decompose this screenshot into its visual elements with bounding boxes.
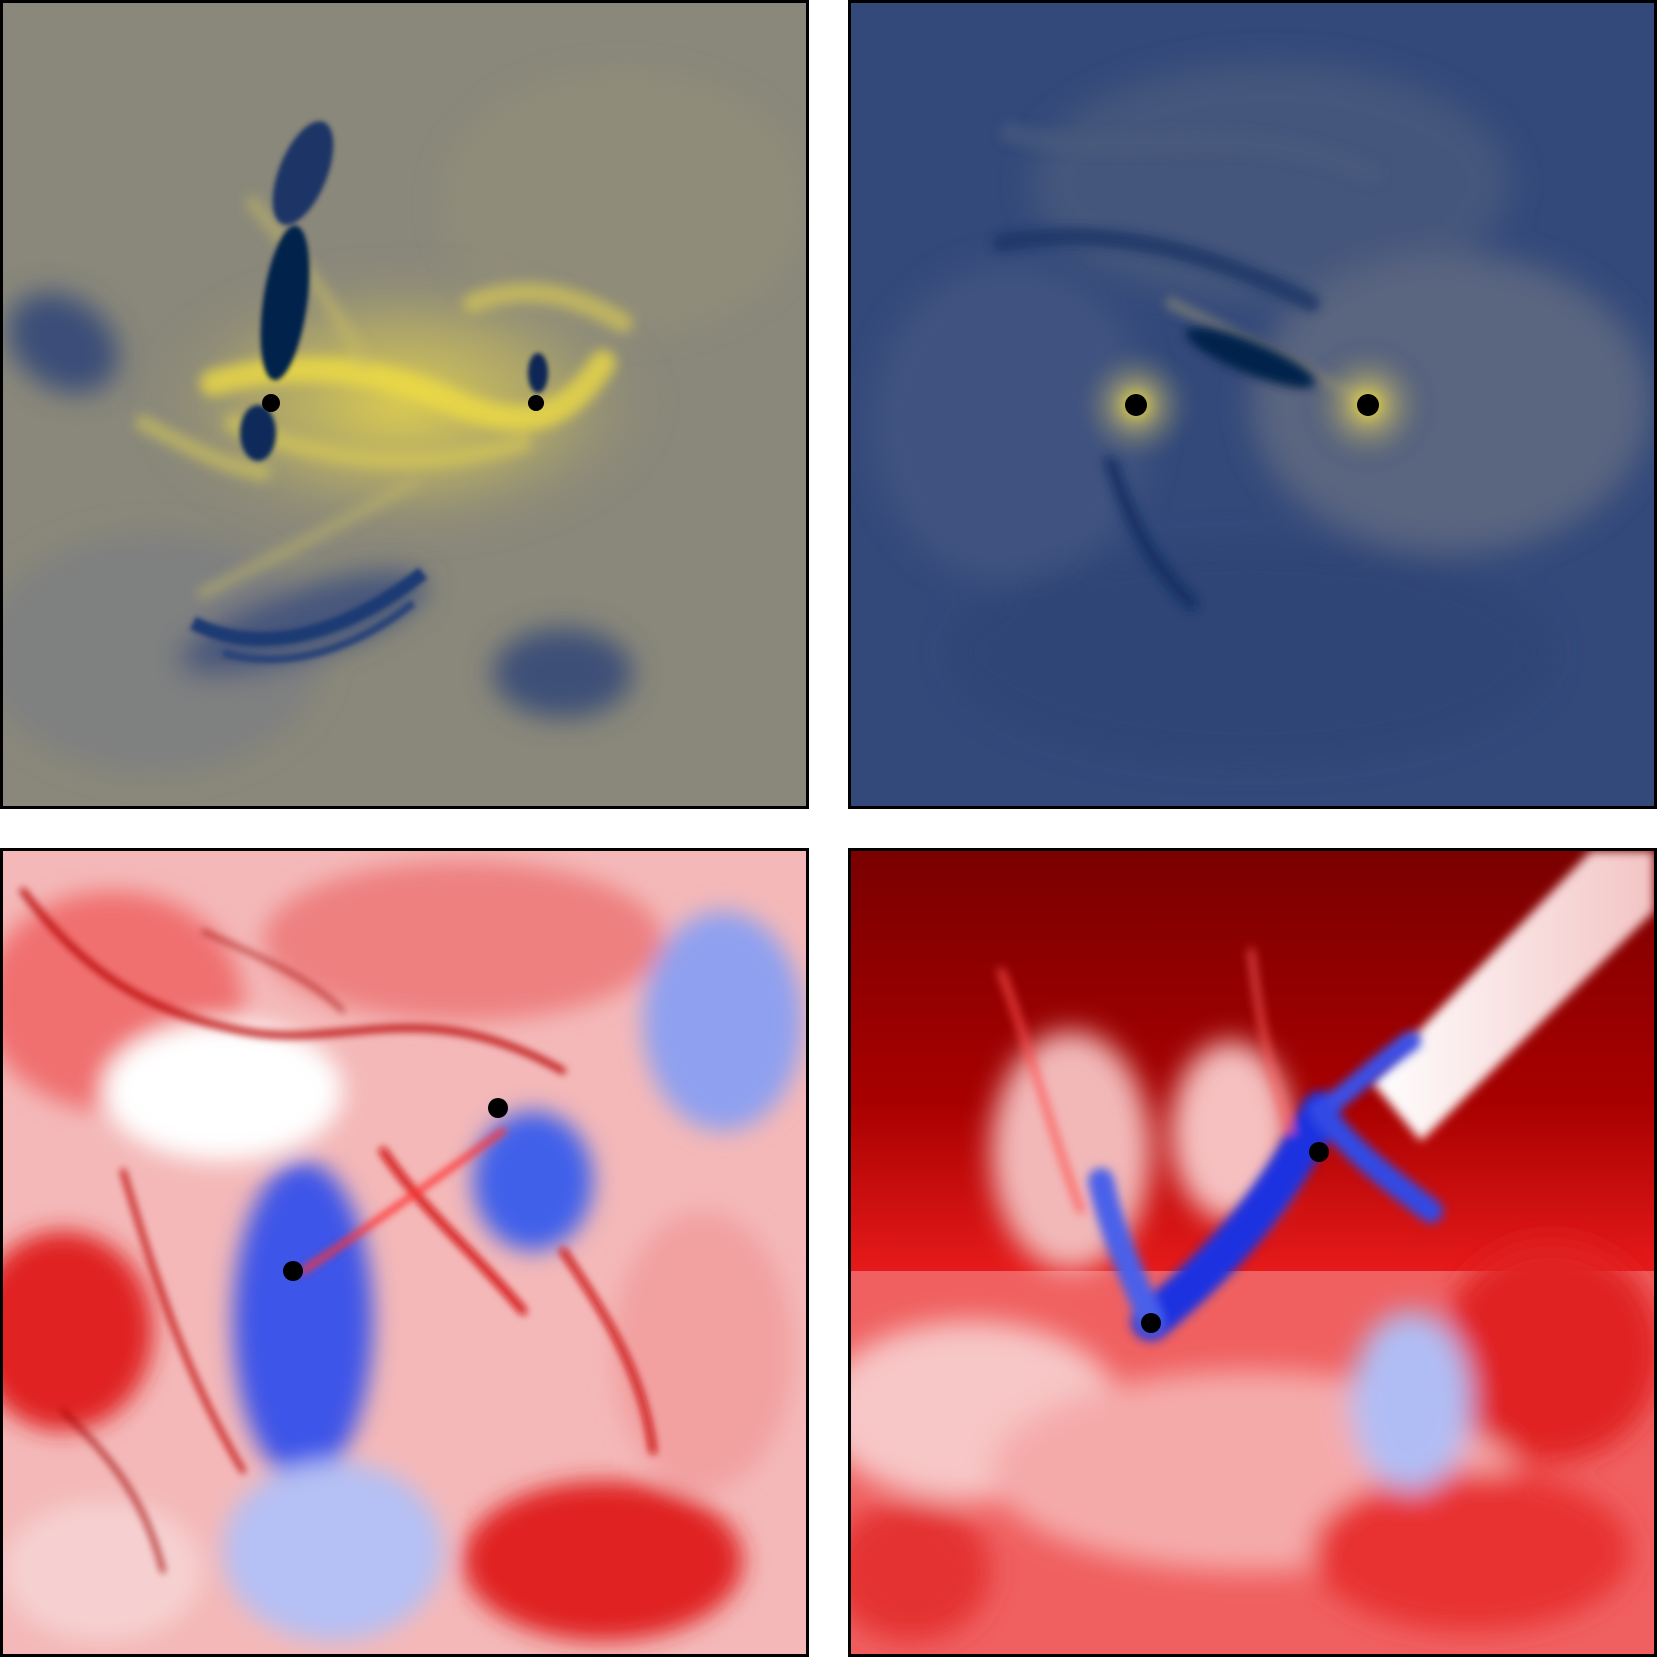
sink-particle-2 xyxy=(283,1261,303,1281)
panel-bottom-left xyxy=(0,848,809,1657)
panel-top-left xyxy=(0,0,809,809)
sink-particle-2 xyxy=(528,395,544,411)
sink-particle-2 xyxy=(1309,1142,1329,1162)
sink-particle-1 xyxy=(488,1098,508,1118)
field-map-bottom-right xyxy=(851,851,1654,1654)
panel-top-right xyxy=(848,0,1657,809)
field-map-top-left xyxy=(3,3,806,806)
sink-particle-1 xyxy=(262,394,280,412)
field-map-bottom-left xyxy=(3,851,806,1654)
sink-particle-2 xyxy=(1357,394,1379,416)
sink-particle-1 xyxy=(1125,394,1147,416)
panel-bottom-right xyxy=(848,848,1657,1657)
sink-particle-1 xyxy=(1141,1313,1161,1333)
field-map-top-right xyxy=(851,3,1654,806)
